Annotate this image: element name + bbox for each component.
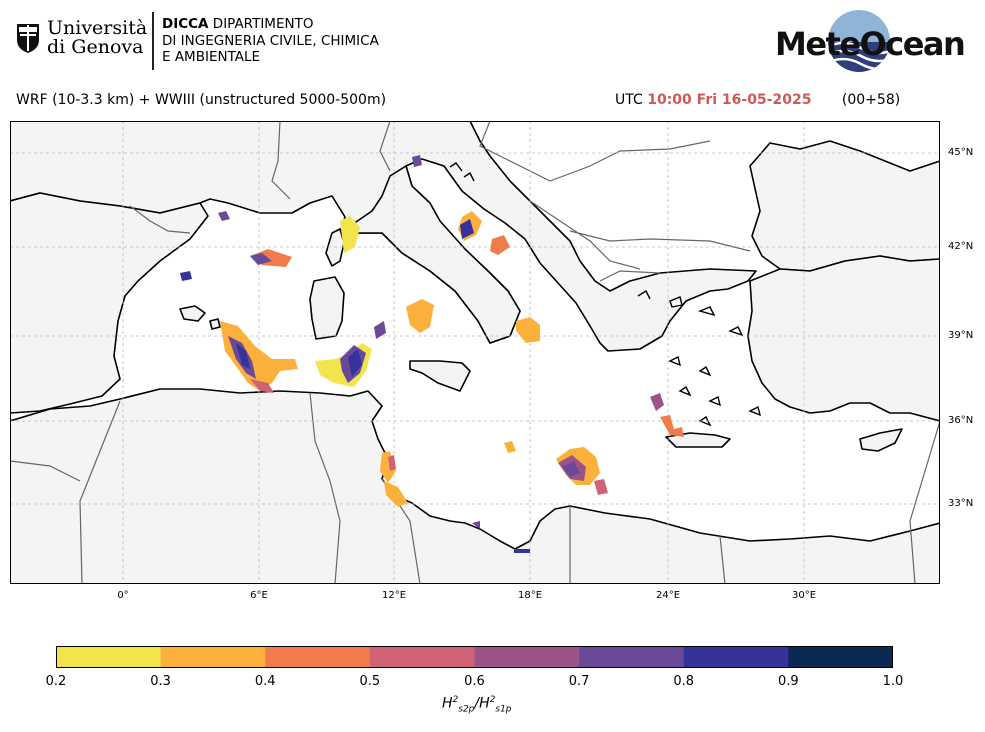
land-areas [10, 121, 940, 584]
colorbar-segment [683, 646, 789, 668]
colorbar-segment [160, 646, 266, 668]
lon-label-0: 0° [117, 590, 129, 601]
colorbar-segment [788, 646, 893, 668]
colorbar-tick-label: 0.9 [778, 674, 799, 689]
university-name-line1: Università [47, 17, 148, 39]
forecast-time: UTC 10:00 Fri 16-05-2025 (00+58) [615, 92, 900, 108]
lon-label-30E: 30°E [791, 590, 817, 601]
colorbar-label-sub2: s1p [495, 704, 512, 715]
logo-separator [152, 12, 154, 70]
colorbar-tick-label: 0.2 [45, 674, 67, 689]
lat-label-33N: 33°N [948, 498, 974, 509]
wave-ratio-patches [180, 155, 684, 553]
department-line3: E AMBIENTALE [162, 49, 261, 65]
colorbar-tick-label: 0.7 [568, 674, 590, 689]
department-name: DICCA DIPARTIMENTO DI INGEGNERIA CIVILE,… [162, 16, 379, 66]
model-title: WRF (10-3.3 km) + WWIII (unstructured 50… [16, 92, 387, 108]
colorbar-segment [265, 646, 371, 668]
colorbar-tick-label: 0.5 [359, 674, 381, 689]
colorbar-label-sub1: s2p [458, 704, 475, 715]
colorbar-tick-label: 0.6 [464, 674, 485, 689]
colorbar-label-base: H [442, 695, 453, 712]
lat-label-42N: 42°N [948, 241, 974, 252]
colorbar-tick-label: 0.3 [150, 674, 171, 689]
department-line2: DI INGEGNERIA CIVILE, CHIMICA [162, 32, 379, 49]
lon-label-12E: 12°E [381, 590, 407, 601]
forecast-datetime: 10:00 Fri 16-05-2025 [647, 92, 812, 108]
university-logo-text: Università di Genova [47, 19, 147, 57]
colorbar-tick-label: 0.8 [673, 674, 695, 689]
colorbar-label-sup2: 2 [489, 695, 496, 705]
lat-label-39N: 39°N [948, 330, 974, 341]
colorbar-segment [474, 646, 580, 668]
colorbar-label-sup1: 2 [452, 695, 459, 705]
colorbar-tick-label: 0.4 [254, 674, 276, 689]
colorbar [56, 646, 893, 668]
department-abbrev: DICCA [162, 16, 209, 32]
university-shield-icon [17, 24, 39, 53]
lon-label-6E: 6°E [250, 590, 268, 601]
colorbar-segment [579, 646, 685, 668]
lat-label-36N: 36°N [948, 415, 974, 426]
utc-label: UTC [615, 92, 643, 108]
meteocean-logo-text: MeteOcean [775, 25, 966, 63]
colorbar-frame [56, 646, 893, 668]
colorbar-segment [369, 646, 475, 668]
colorbar-segment [56, 646, 162, 668]
lat-label-45N: 45°N [948, 147, 974, 158]
lead-time: (00+58) [841, 92, 901, 108]
mediterranean-map [10, 121, 940, 584]
country-borders [10, 121, 940, 584]
lon-label-24E: 24°E [655, 590, 681, 601]
aegean-islands [449, 162, 762, 427]
graticule [10, 121, 940, 584]
department-line1: DIPARTIMENTO [212, 16, 314, 32]
colorbar-label: H2s2p/H2s1p [442, 695, 512, 715]
meteocean-globe-icon [828, 10, 890, 72]
lon-label-18E: 18°E [517, 590, 543, 601]
university-name-line2: di Genova [47, 36, 144, 58]
colorbar-tick-label: 1.0 [882, 674, 904, 689]
colorbar-label-base2: H [479, 695, 490, 712]
